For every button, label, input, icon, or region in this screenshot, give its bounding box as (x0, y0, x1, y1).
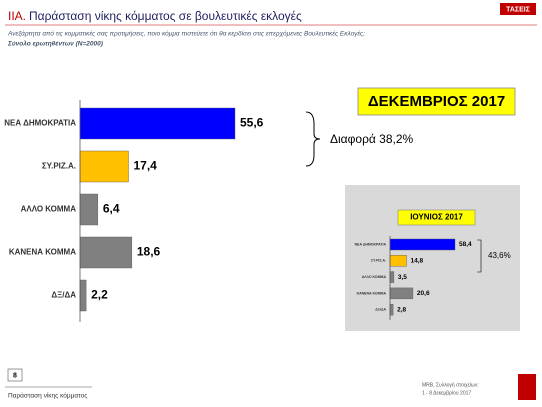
bar (79, 236, 133, 269)
category-label: ΚΑΝΕΝΑ ΚΟΜΜΑ (9, 248, 76, 257)
inset-bracket (477, 239, 482, 273)
footer-dates: 1 - 8 Δεκεμβρίου 2017 (422, 390, 471, 396)
title: Παράσταση νίκης κόμματος σε βουλευτικές … (29, 9, 302, 23)
value-label: 3,5 (398, 274, 407, 281)
value-label: 6,4 (103, 202, 120, 216)
value-label: 58,4 (459, 241, 472, 248)
inset-period-title: ΙΟΥΝΙΟΣ 2017 (410, 213, 463, 222)
value-label: 2,8 (397, 306, 406, 313)
category-label: ΝΕΑ ΔΗΜΟΚΡΑΤΙΑ (4, 119, 76, 128)
footer-source: MRB, Συλλογή στοιχείων: (422, 381, 479, 388)
value-label: 14,8 (410, 258, 423, 265)
bar (389, 304, 394, 316)
category-label: ΔΞ/ΔΑ (51, 291, 76, 300)
category-label: ΣΥ.ΡΙΖ.Α. (371, 259, 386, 263)
bar (79, 150, 129, 183)
value-label: 17,4 (134, 159, 158, 173)
bar (389, 287, 414, 300)
title-prefix: IIA. (8, 9, 26, 23)
inset-difference: 43,6% (488, 251, 511, 260)
subtitle: Ανεξάρτητα από τις κομματικές σας προτιμ… (7, 30, 365, 38)
mrb-logo (518, 374, 536, 400)
page-number: 8 (13, 372, 17, 379)
logo-box (500, 3, 536, 15)
base: Σύνολο ερωτηθέντων (Ν=2000) (7, 40, 103, 48)
page-box (7, 368, 23, 382)
bar (79, 107, 236, 140)
footer-section: Παράσταση νίκης κόμματος (8, 392, 87, 400)
value-label: 18,6 (137, 245, 161, 259)
period-box (357, 87, 516, 116)
period-title: ΔΕΚΕΜΒΡΙΟΣ 2017 (368, 93, 505, 110)
difference: Διαφορά 38,2% (330, 132, 414, 146)
inset-panel (345, 185, 520, 331)
category-label: ΣΥ.ΡΙΖ.Α. (42, 162, 76, 171)
bar (389, 255, 407, 267)
bar (389, 271, 395, 283)
bar (79, 279, 87, 312)
value-label: 20,6 (417, 290, 430, 297)
category-label: ΑΛΛΟ ΚΟΜΜΑ (21, 205, 77, 214)
logo: ΤΑΣΕΙΣ (506, 6, 530, 13)
value-label: 2,2 (91, 288, 108, 302)
category-label: ΑΛΛΟ ΚΟΜΜΑ (362, 275, 387, 279)
category-label: ΝΕΑ ΔΗΜΟΚΡΑΤΙΑ (355, 242, 387, 246)
bar (79, 193, 99, 226)
category-label: ΔΞ/ΔΑ (375, 308, 386, 312)
value-label: 55,6 (240, 116, 264, 130)
category-label: ΚΑΝΕΝΑ ΚΟΜΜΑ (357, 291, 387, 295)
inset-period-box (397, 209, 476, 226)
bar (389, 238, 456, 251)
brace (305, 111, 321, 167)
